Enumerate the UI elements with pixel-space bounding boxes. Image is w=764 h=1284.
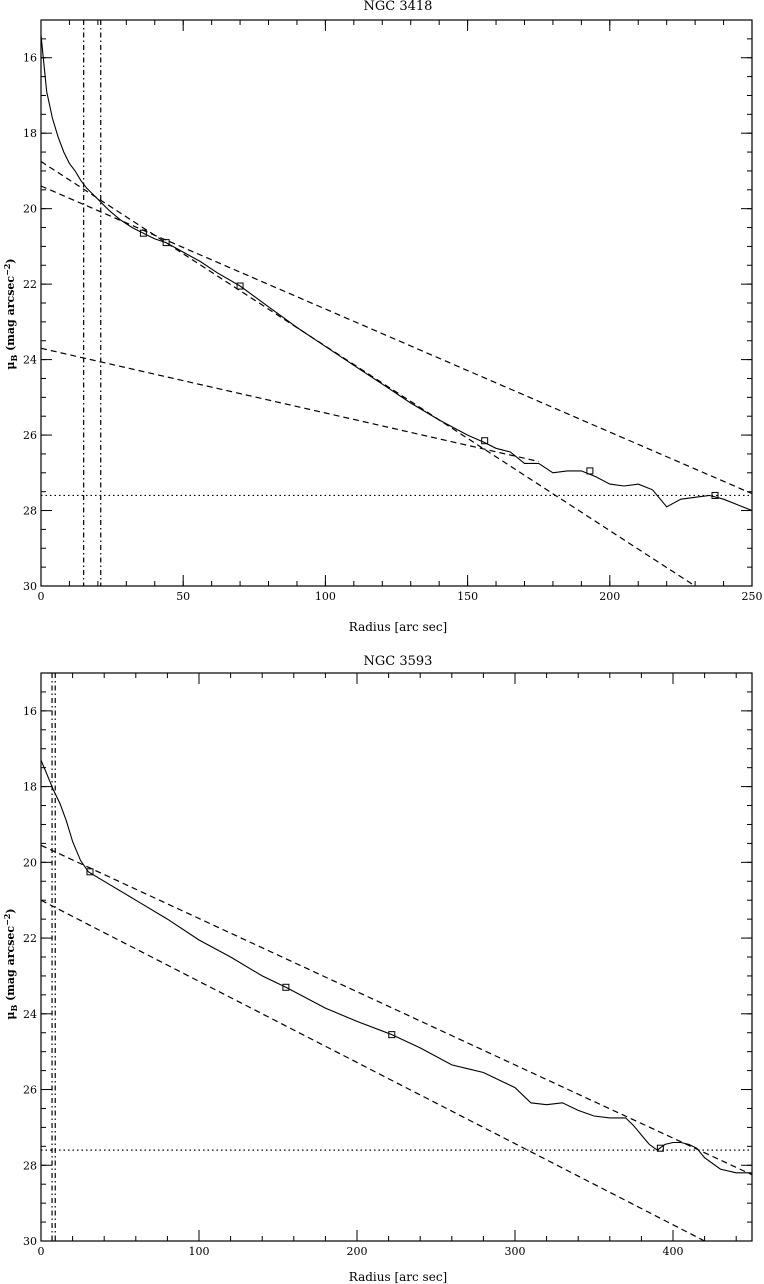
y-tick-label: 22	[23, 932, 37, 945]
plot-area	[41, 20, 752, 586]
y-axis-label-close: )	[4, 258, 17, 263]
y-axis-label-subscript: B	[9, 1005, 19, 1012]
y-tick-label: 16	[23, 52, 37, 65]
fit-point-marker	[656, 1144, 664, 1152]
chart-panel-ngc-3418: NGC 3418 Radius [arc sec] μB (mag arcsec…	[2, 0, 763, 634]
y-tick-label: 18	[23, 127, 37, 140]
fit-point-marker	[586, 467, 594, 475]
y-axis-label: μB (mag arcsec−2)	[2, 908, 19, 1019]
x-tick-label: 200	[347, 1245, 368, 1258]
y-axis-label-text: (mag arcsec	[4, 276, 17, 355]
fit-point-marker	[481, 437, 489, 445]
y-axis-label: μB (mag arcsec−2)	[2, 258, 19, 369]
x-axis-label: Radius [arc sec]	[349, 620, 447, 634]
y-tick-label: 30	[23, 580, 37, 593]
y-axis-label-superscript: −2	[2, 914, 12, 926]
x-tick-label: 150	[457, 590, 478, 603]
y-tick-label: 16	[23, 705, 37, 718]
profile-line	[41, 35, 752, 512]
x-tick-label: 0	[38, 590, 45, 603]
x-tick-label: 300	[505, 1245, 526, 1258]
y-axis-label-superscript: −2	[2, 264, 12, 276]
fit-point-marker	[711, 491, 719, 499]
fit-point-marker	[236, 282, 244, 290]
y-axis-label-symbol: μ	[4, 1012, 17, 1020]
x-tick-label: 100	[189, 1245, 210, 1258]
plot-area	[41, 673, 752, 1241]
fit-point-marker	[282, 983, 290, 991]
y-tick-label: 22	[23, 278, 37, 291]
fit-point-marker	[86, 868, 94, 876]
fit-point-marker	[162, 239, 170, 247]
y-tick-label: 18	[23, 781, 37, 794]
chart-title: NGC 3593	[364, 654, 433, 669]
fit-line	[41, 844, 752, 1176]
chart-title: NGC 3418	[364, 0, 433, 14]
y-tick-label: 20	[23, 203, 37, 216]
fit-point-marker	[139, 229, 147, 237]
x-tick-label: 250	[742, 590, 763, 603]
plot-frame	[40, 672, 753, 1242]
x-tick-label: 50	[176, 590, 190, 603]
plot-frame	[40, 19, 753, 587]
x-tick-label: 0	[38, 1245, 45, 1258]
fit-line	[41, 160, 696, 586]
profile-line	[41, 759, 752, 1174]
y-tick-label: 30	[23, 1235, 37, 1248]
chart-panel-ngc-3593: NGC 3593 Radius [arc sec] μB (mag arcsec…	[2, 654, 753, 1284]
fit-point-marker	[388, 1031, 396, 1039]
y-tick-label: 20	[23, 856, 37, 869]
x-tick-label: 200	[599, 590, 620, 603]
y-axis-label-subscript: B	[9, 355, 19, 362]
fit-line	[41, 899, 705, 1241]
fit-line	[41, 347, 539, 463]
y-tick-label: 26	[23, 1084, 37, 1097]
y-tick-label: 24	[23, 1008, 37, 1021]
x-axis-label: Radius [arc sec]	[349, 1270, 447, 1284]
y-tick-label: 28	[23, 505, 37, 518]
x-tick-label: 400	[663, 1245, 684, 1258]
y-tick-label: 28	[23, 1159, 37, 1172]
y-axis-label-text: (mag arcsec	[4, 926, 17, 1005]
x-tick-label: 100	[315, 590, 336, 603]
y-tick-label: 24	[23, 354, 37, 367]
y-tick-label: 26	[23, 429, 37, 442]
y-axis-label-close: )	[4, 908, 17, 913]
fit-line	[41, 185, 752, 495]
y-axis-label-symbol: μ	[4, 362, 17, 370]
